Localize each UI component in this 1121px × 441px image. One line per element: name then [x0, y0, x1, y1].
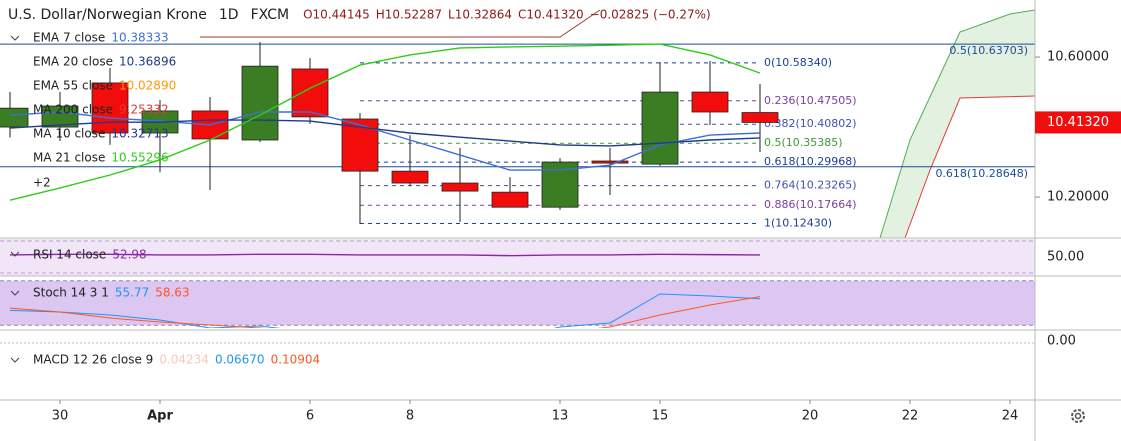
- ohlc-text: H10.52287: [376, 8, 442, 22]
- legend-value: 9.25332: [119, 103, 169, 117]
- header-text: FXCM: [251, 7, 289, 23]
- legend-value: 10.55296: [111, 151, 168, 165]
- candle-body: [591, 160, 629, 164]
- legend-name: MA 21 close: [33, 151, 105, 165]
- collapse-chevron: [10, 35, 20, 41]
- stoch-line: [9, 296, 761, 328]
- rsi-pane: RSI 14 close 52.98: [0, 240, 1035, 274]
- pane-label: MACD 12 26 close 9: [33, 353, 153, 367]
- candle-body: [491, 191, 529, 208]
- price-pane: 0.5(10.63703) 0.618(10.28648) 0(10.58340) 0…: [0, 42, 1035, 230]
- collapse-chevron: [10, 357, 20, 363]
- last-price-label: 10.41320: [1047, 115, 1109, 130]
- legend-name: MA 200 close: [33, 103, 113, 117]
- band-line: [200, 9, 601, 38]
- candle-body: [0, 107, 29, 128]
- y-tick-label: 50.00: [1047, 250, 1084, 265]
- pane-label: RSI 14 close: [33, 248, 106, 262]
- x-tick-label: Apr: [147, 409, 173, 424]
- candle-body: [741, 112, 779, 123]
- last-price-box: [1035, 111, 1121, 134]
- pane-value: 58.63: [155, 286, 189, 300]
- stoch-line: [9, 293, 761, 328]
- fib-label: 0(10.58340): [764, 56, 832, 69]
- collapse-chevron: [10, 251, 20, 257]
- legend-name: EMA 55 close: [33, 79, 113, 93]
- ohlc-text: C10.41320: [518, 8, 584, 22]
- pane-value: 0.04234: [159, 353, 209, 367]
- fib-label: 0.764(10.23265): [764, 179, 857, 192]
- macd-pane: MACD 12 26 close 9 0.04234 0.06670 0.10904: [0, 342, 1035, 367]
- legend-value: 10.38333: [111, 31, 168, 45]
- legend-value: 10.32713: [111, 127, 168, 141]
- candle-body: [41, 105, 79, 128]
- stoch-pane: [0, 280, 1035, 328]
- x-tick-label: 13: [552, 409, 569, 424]
- ohlc-text: O10.44145: [303, 8, 370, 22]
- candle-body: [391, 170, 429, 184]
- legend-name: EMA 20 close: [33, 55, 113, 69]
- fib-label: 0.886(10.17664): [764, 198, 857, 211]
- level-label: 0.5(10.63703): [949, 44, 1028, 57]
- x-tick-label: 20: [802, 409, 819, 424]
- ohlc-text: −0.02825 (−0.27%): [590, 8, 711, 22]
- cloud: [880, 10, 1035, 238]
- legend-value: 10.02890: [119, 79, 176, 93]
- indicator-line: [9, 111, 761, 171]
- pane-value: 0.10904: [271, 353, 321, 367]
- legend: U.S. Dollar/Norwegian Krone 1D FXCM O10.441…: [8, 7, 711, 190]
- legend-value: 10.36896: [119, 55, 176, 69]
- pane-value: 55.77: [115, 286, 149, 300]
- cloud-line: [879, 9, 1036, 239]
- x-tick-label: 6: [306, 409, 314, 424]
- x-tick-label: 15: [652, 409, 669, 424]
- level-label: 0.618(10.28648): [935, 167, 1028, 180]
- fib-label: 0.5(10.35385): [764, 136, 843, 149]
- header-text: 1D: [219, 7, 239, 23]
- x-tick-label: 30: [52, 409, 69, 424]
- pane-value: 52.98: [112, 248, 146, 262]
- candle-body: [91, 82, 129, 134]
- indicator-line: [9, 43, 761, 201]
- ohlc-text: L10.32864: [448, 8, 512, 22]
- candle-body: [641, 91, 679, 165]
- stoch-band: [0, 280, 1035, 326]
- candle-body: [691, 91, 729, 113]
- settings-icon[interactable]: [1071, 409, 1085, 423]
- legend-name: EMA 7 close: [33, 31, 105, 45]
- candle-body: [291, 68, 329, 118]
- axes: 10.60000 10.20000 30 Apr 6 8 13 15 20 22 24 10.4132…: [52, 50, 1121, 424]
- x-tick-label: 24: [1002, 409, 1019, 424]
- candle-body: [441, 182, 479, 192]
- fib-label: 0.236(10.47505): [764, 94, 857, 107]
- rsi-line: [9, 253, 761, 257]
- legend-more: +2: [33, 176, 51, 190]
- candle-body: [241, 65, 279, 141]
- cloud-line: [904, 95, 1036, 239]
- fib-label: 1(10.12430): [764, 217, 832, 230]
- x-tick-label: 22: [902, 409, 919, 424]
- indicator-line: [9, 119, 761, 147]
- pane-value: 0.06670: [215, 353, 265, 367]
- pane-label: Stoch 14 3 1: [33, 286, 109, 300]
- y-tick-label: 10.60000: [1047, 50, 1109, 65]
- legend-name: MA 10 close: [33, 127, 105, 141]
- rsi-band: [0, 239, 1035, 276]
- y-tick-label: 10.20000: [1047, 190, 1109, 205]
- collapse-chevron: [10, 290, 20, 296]
- y-tick-label: 0.00: [1047, 334, 1076, 349]
- fib-label: 0.618(10.29968): [764, 155, 857, 168]
- fib-label: 0.382(10.40802): [764, 117, 857, 130]
- header-text: U.S. Dollar/Norwegian Krone: [8, 7, 207, 23]
- x-tick-label: 8: [406, 409, 414, 424]
